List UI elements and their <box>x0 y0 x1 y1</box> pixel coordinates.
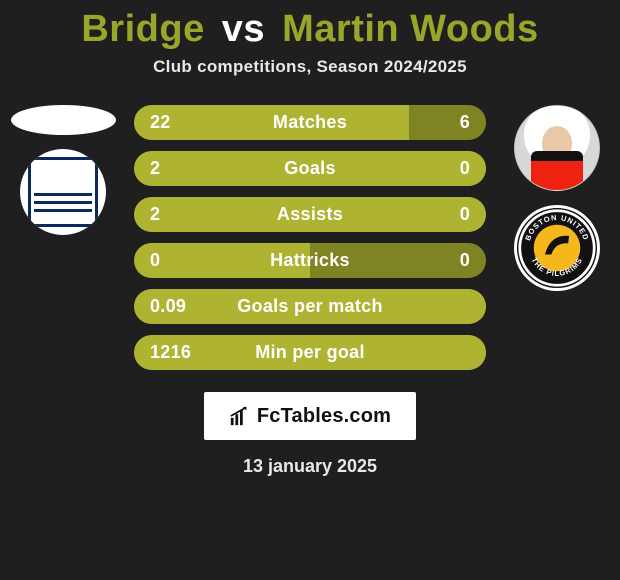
snapshot-date: 13 january 2025 <box>0 456 620 477</box>
stat-right-value: 0 <box>416 204 486 225</box>
player1-name: Bridge <box>81 8 204 50</box>
stat-label: Assists <box>204 204 416 225</box>
comparison-title: Bridge vs Martin Woods <box>0 0 620 57</box>
player1-avatar <box>11 105 116 135</box>
player2-avatar <box>514 105 600 191</box>
stat-label: Matches <box>204 112 416 133</box>
stat-bar: 0.09 Goals per match <box>134 289 486 324</box>
stat-bar: 2 Goals 0 <box>134 151 486 186</box>
stat-right-value: 0 <box>416 158 486 179</box>
stat-label: Goals per match <box>204 296 416 317</box>
brand-text: FcTables.com <box>257 405 391 428</box>
stat-left-value: 2 <box>134 204 204 225</box>
subtitle: Club competitions, Season 2024/2025 <box>0 57 620 77</box>
stat-left-value: 0.09 <box>134 296 204 317</box>
stat-label: Hattricks <box>204 250 416 271</box>
right-side-column: BOSTON UNITED THE PILGRIMS <box>502 105 612 291</box>
left-side-column <box>8 105 118 235</box>
stat-left-value: 2 <box>134 158 204 179</box>
stat-right-value: 0 <box>416 250 486 271</box>
player2-club-badge: BOSTON UNITED THE PILGRIMS <box>514 205 600 291</box>
vs-separator: vs <box>222 8 265 50</box>
stat-label: Min per goal <box>204 342 416 363</box>
stat-bar: 1216 Min per goal <box>134 335 486 370</box>
brand-badge: FcTables.com <box>204 392 416 440</box>
fctables-logo-icon <box>229 405 251 427</box>
stat-right-value: 6 <box>416 112 486 133</box>
stat-left-value: 1216 <box>134 342 204 363</box>
stat-left-value: 22 <box>134 112 204 133</box>
comparison-content: 22 Matches 6 2 Goals 0 2 Assists 0 0 Hat… <box>0 105 620 370</box>
stat-bar: 2 Assists 0 <box>134 197 486 232</box>
stat-left-value: 0 <box>134 250 204 271</box>
player2-name: Martin Woods <box>282 8 539 50</box>
player1-club-badge <box>20 149 106 235</box>
boston-united-badge-icon: BOSTON UNITED THE PILGRIMS <box>517 208 597 288</box>
stat-bar: 22 Matches 6 <box>134 105 486 140</box>
stat-bar: 0 Hattricks 0 <box>134 243 486 278</box>
stat-bars: 22 Matches 6 2 Goals 0 2 Assists 0 0 Hat… <box>134 105 486 370</box>
stat-label: Goals <box>204 158 416 179</box>
